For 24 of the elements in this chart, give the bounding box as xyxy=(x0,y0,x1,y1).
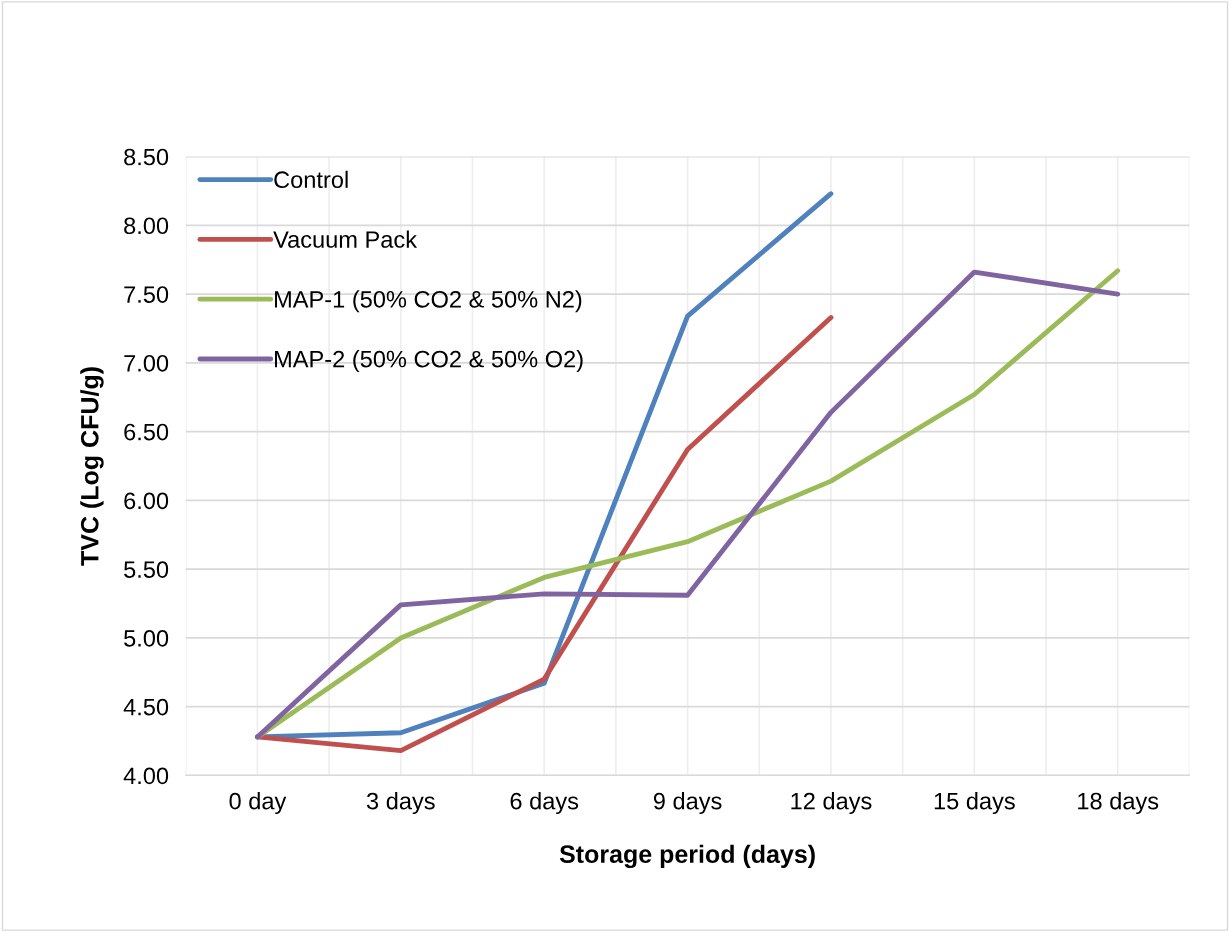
x-tick-label: 6 days xyxy=(510,792,579,815)
x-tick-label: 15 days xyxy=(934,792,1015,815)
legend-label: MAP-2 (50% CO2 & 50% O2) xyxy=(275,350,583,373)
legend-label: Vacuum Pack xyxy=(273,230,418,248)
y-tick-label: 7.00 xyxy=(124,354,169,372)
x-tick-label: 0 day xyxy=(229,792,287,815)
x-tick-label: 9 days xyxy=(653,792,722,815)
y-tick-label: 5.50 xyxy=(124,561,169,578)
y-tick-label: 5.00 xyxy=(124,629,169,647)
y-tick-label: 4.50 xyxy=(123,698,169,716)
legend-label: MAP-1 (50% CO2 & 50% N2) xyxy=(275,290,582,313)
y-axis-title: TVC (Log CFU/g) xyxy=(80,367,104,566)
y-tick-label: 8.00 xyxy=(124,217,169,235)
y-tick-label: 6.50 xyxy=(124,423,169,441)
x-tick-label: 12 days xyxy=(791,792,872,815)
x-tick-label: 3 days xyxy=(366,792,435,815)
x-tick-label: 18 days xyxy=(1078,792,1159,815)
y-tick-label: 7.50 xyxy=(124,286,169,303)
x-axis-title: Storage period (days) xyxy=(559,844,815,869)
y-tick-label: 8.50 xyxy=(124,148,169,166)
y-tick-label: 4.00 xyxy=(123,767,169,785)
legend-label: Control xyxy=(274,170,348,189)
line-series xyxy=(254,315,834,754)
y-tick-label: 6.00 xyxy=(124,492,169,510)
